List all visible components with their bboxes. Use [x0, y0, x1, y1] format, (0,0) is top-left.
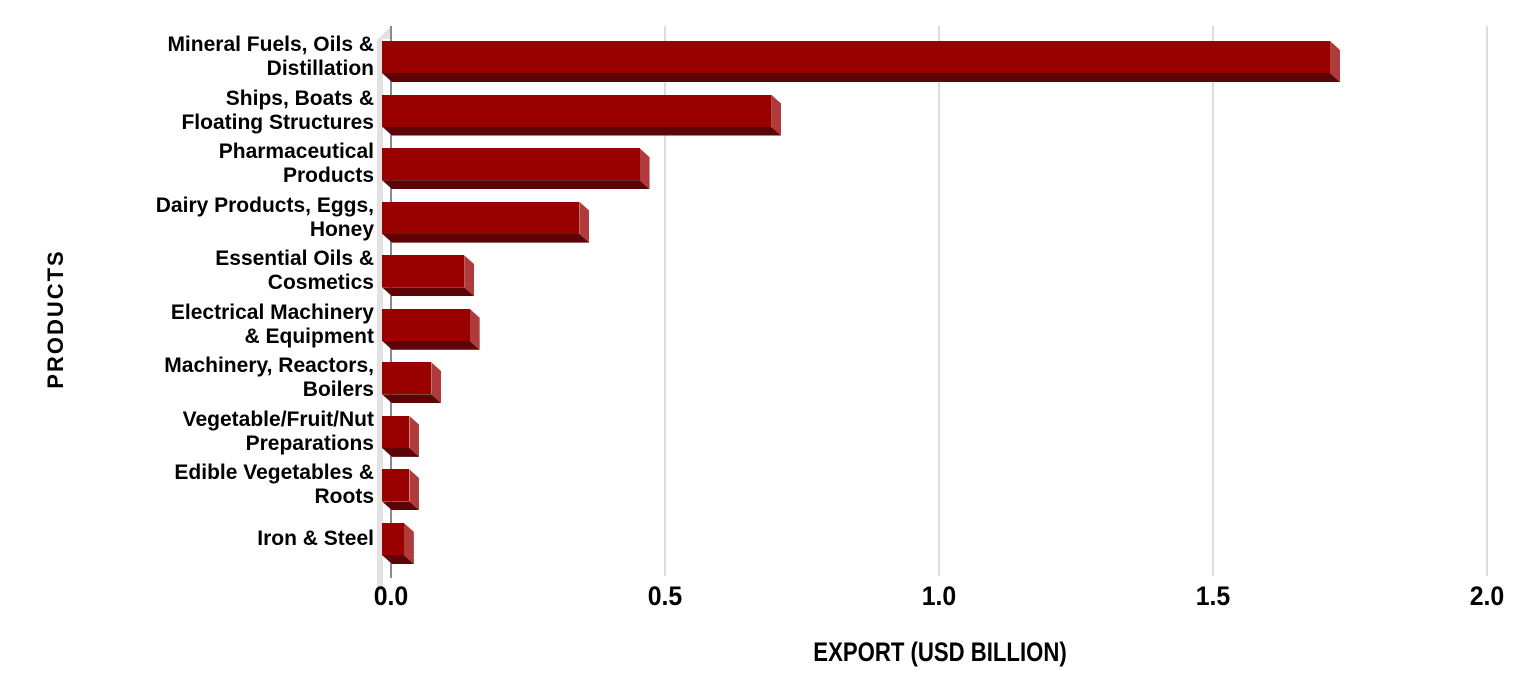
category-label: Edible Vegetables & Roots [174, 461, 374, 509]
bar [382, 201, 580, 234]
category-label: Mineral Fuels, Oils & Distillation [167, 33, 374, 80]
x-tick-label: 0.0 [373, 581, 409, 611]
y-axis-title: PRODUCTS [43, 249, 68, 389]
gridline [938, 26, 940, 576]
category-label: Essential Oils & Cosmetics [215, 247, 374, 295]
category-label: Machinery, Reactors, Boilers [164, 354, 374, 402]
gridline [1486, 26, 1488, 576]
bar [382, 255, 465, 288]
category-label: Ships, Boats & Floating Structures [181, 86, 374, 134]
bar [382, 308, 470, 341]
gridline [1212, 26, 1214, 576]
bar [382, 148, 640, 181]
bar [382, 362, 432, 395]
x-axis-title: EXPORT (USD BILLION) [813, 637, 1067, 667]
category-label: Vegetable/Fruit/Nut Preparations [182, 407, 374, 455]
category-label: Pharmaceutical Products [218, 140, 374, 188]
x-tick-label: 1.5 [1195, 581, 1231, 611]
x-tick-label: 2.0 [1469, 581, 1505, 611]
x-tick-label: 0.5 [647, 581, 683, 611]
bar [382, 522, 404, 555]
category-label: Dairy Products, Eggs, Honey [155, 193, 374, 241]
bar [382, 41, 1331, 73]
bar [382, 94, 772, 127]
bar [382, 415, 410, 448]
x-tick-label: 1.0 [921, 581, 957, 611]
category-label: Electrical Machinery & Equipment [170, 300, 374, 348]
gridline [664, 26, 666, 576]
bar [382, 469, 410, 502]
category-label: Iron & Steel [257, 526, 374, 550]
